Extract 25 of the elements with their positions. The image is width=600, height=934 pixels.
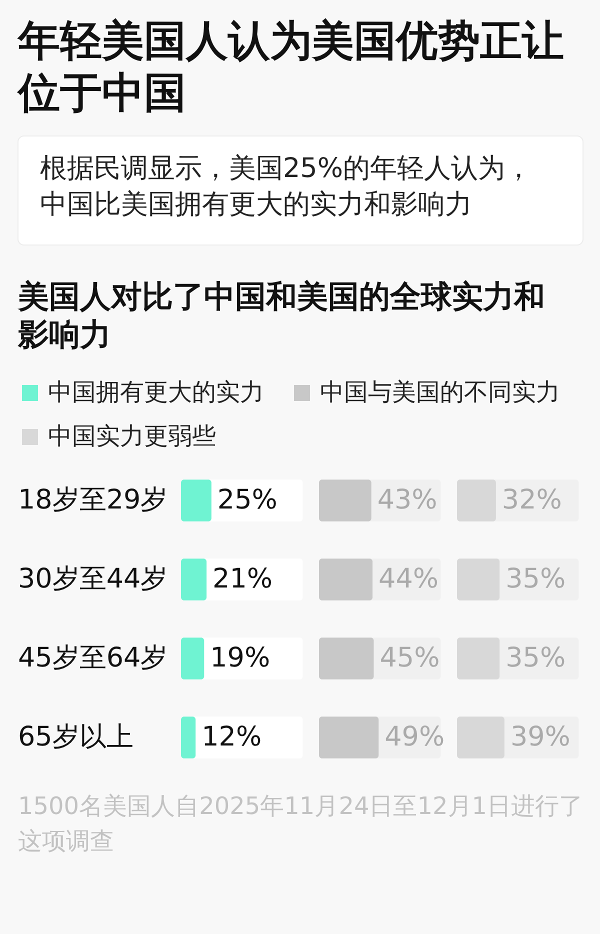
data-label: 49% (384, 722, 445, 752)
legend-label: 中国拥有更大的实力 (48, 378, 264, 406)
data-label: 44% (378, 564, 439, 594)
legend-label: 中国实力更弱些 (48, 422, 216, 450)
y-tick-label: 65岁以上 (18, 722, 134, 752)
y-tick-label: 45岁至64岁 (18, 642, 168, 674)
data-label: 19% (210, 642, 270, 674)
data-label: 32% (502, 484, 562, 516)
data-label: 43% (377, 484, 438, 516)
bar (181, 638, 204, 680)
chart-subtitle: 根据民调显示，美国25%的年轻人认为，中国比美国拥有更大的实力和影响力 (40, 153, 532, 220)
data-label: 35% (506, 642, 566, 674)
data-label: 45% (380, 642, 440, 674)
data-label: 35% (506, 564, 566, 594)
bar (181, 558, 207, 600)
legend-label: 中国与美国的不同实力 (320, 378, 560, 406)
data-label: 12% (202, 722, 262, 752)
chart-title: 年轻美国人认为美国优势正让位于中国 (16, 16, 564, 117)
text: 美国人对比了中国和美国的全球实力和影响力 (17, 279, 545, 353)
bar (181, 716, 196, 758)
data-label: 39% (510, 722, 570, 752)
y-tick-label: 18岁至29岁 (18, 484, 168, 516)
y-tick-label: 30岁至44岁 (18, 564, 168, 594)
data-label: 25% (217, 484, 278, 516)
data-label: 21% (212, 564, 273, 594)
